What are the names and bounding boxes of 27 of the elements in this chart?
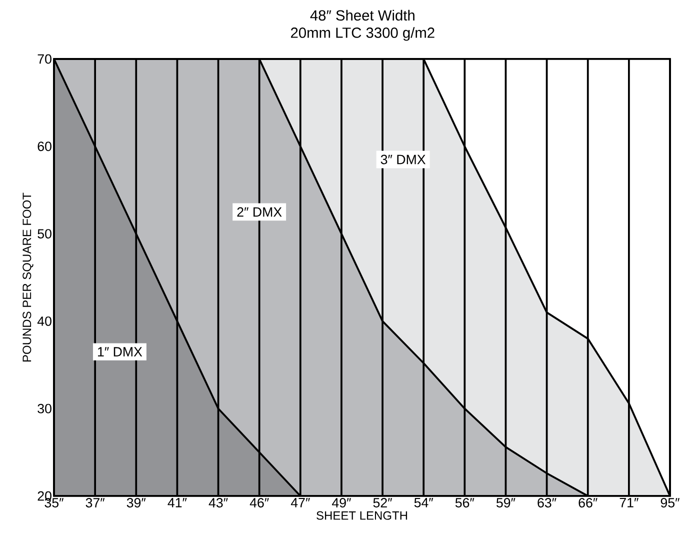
y-axis-title: POUNDS PER SQUARE FOOT [22, 192, 34, 362]
x-tick-label: 46″ [250, 498, 269, 508]
x-tick-label: 66″ [578, 498, 598, 508]
series-label: 3″ DMX [380, 154, 426, 164]
x-tick-label: 41″ [168, 498, 187, 508]
chart-title: 48″ Sheet Width [310, 10, 414, 21]
y-tick-label: 40 [37, 316, 52, 326]
x-tick-label: 63″ [538, 498, 556, 508]
y-tick-label: 60 [38, 142, 52, 152]
series-label: 1″ DMX [98, 347, 142, 356]
y-tick-label: 30 [38, 404, 52, 414]
series-label: 2″ DMX [237, 207, 282, 217]
y-tick-label: 70 [38, 54, 52, 64]
x-tick-label: 56″ [455, 498, 474, 508]
y-tick-label: 50 [38, 229, 52, 239]
x-tick-label: 39″ [126, 498, 146, 508]
x-tick-label: 71″ [620, 498, 638, 508]
x-tick-label: 52″ [373, 498, 392, 508]
x-tick-label: 54″ [414, 498, 434, 508]
chart-subtitle: 20mm LTC 3300 g/m2 [290, 27, 434, 41]
x-tick-label: 95″ [660, 498, 680, 508]
x-tick-label: 49″ [332, 498, 351, 508]
x-tick-label: 37″ [86, 498, 105, 508]
x-tick-label: 59″ [496, 498, 516, 508]
x-axis-title: SHEET LENGTH [316, 511, 408, 520]
x-tick-label: 43″ [208, 498, 228, 508]
x-tick-label: 47″ [290, 498, 310, 508]
